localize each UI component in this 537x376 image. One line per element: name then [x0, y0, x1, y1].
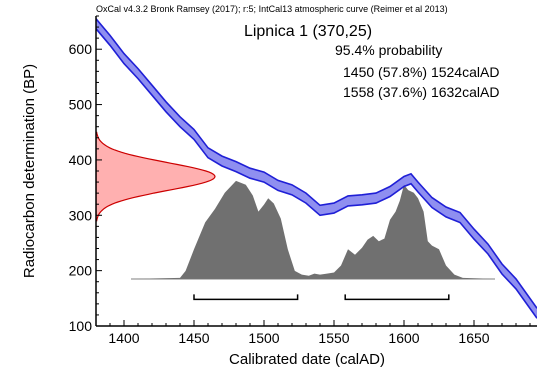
probability-label: 95.4% probability	[335, 42, 442, 58]
range-bar-2	[344, 294, 450, 301]
sample-title: Lipnica 1 (370,25)	[244, 23, 372, 40]
y-tick-label-400: 400	[69, 152, 93, 168]
y-axis-ticks: 100 200 300 400 500 600	[69, 15, 102, 334]
x-tick-label-1400: 1400	[108, 330, 139, 346]
y-tick-label-500: 500	[69, 97, 93, 113]
x-tick-label-1450: 1450	[178, 330, 209, 346]
x-axis-ticks: 1400 1450 1500 1550 1600 1650	[95, 320, 531, 346]
range-bar-1	[193, 294, 299, 301]
x-tick-label-1600: 1600	[388, 330, 419, 346]
y-tick-label-100: 100	[69, 318, 93, 334]
x-axis-label: Calibrated date (calAD)	[229, 351, 385, 368]
probability-range-bars	[193, 294, 450, 301]
y-tick-label-600: 600	[69, 41, 93, 57]
x-tick-label-1650: 1650	[458, 330, 489, 346]
measurement-distribution	[96, 131, 216, 222]
range-text-2: 1558 (37.6%) 1632calAD	[343, 84, 499, 100]
y-tick-label-200: 200	[69, 263, 93, 279]
y-axis-label: Radiocarbon determination (BP)	[21, 64, 38, 278]
plot-area	[96, 18, 537, 319]
calibration-curve-lower-line	[96, 28, 537, 319]
calibration-curve-upper-line	[96, 18, 537, 309]
x-tick-label-1550: 1550	[318, 330, 349, 346]
x-tick-label-1500: 1500	[248, 330, 279, 346]
posterior-distribution	[131, 180, 495, 279]
y-tick-label-300: 300	[69, 207, 93, 223]
range-text-1: 1450 (57.8%) 1524calAD	[343, 64, 499, 80]
software-header: OxCal v4.3.2 Bronk Ramsey (2017); r:5; I…	[96, 4, 448, 14]
